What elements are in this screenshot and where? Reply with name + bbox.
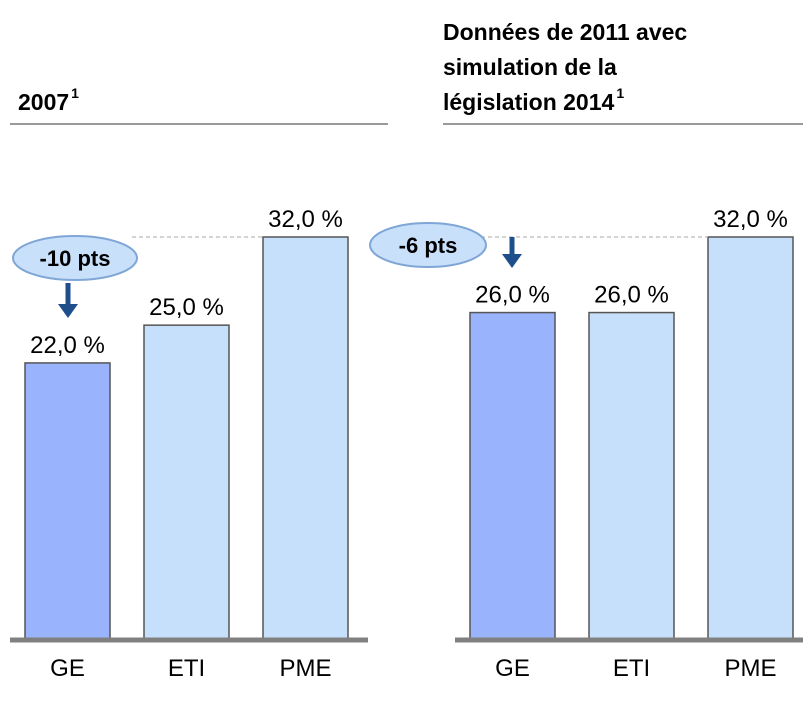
arrow-head [58, 304, 78, 318]
value-label: 26,0 % [594, 282, 669, 309]
x-tick-label: ETI [168, 655, 205, 682]
value-label: 26,0 % [475, 282, 550, 309]
bar [469, 311, 556, 641]
x-tick-label: GE [50, 655, 85, 682]
chart-title: simulation de la [443, 54, 617, 80]
x-tick-label: ETI [613, 655, 650, 682]
x-tick-label: PME [279, 655, 331, 682]
title-superscript: 1 [616, 85, 624, 101]
chart-title: Données de 2011 avec [443, 19, 687, 45]
chart-title: 2007 [18, 89, 69, 115]
bar [707, 236, 794, 641]
chart-title: législation 2014 [443, 89, 615, 115]
bar [262, 236, 349, 641]
x-tick-label: GE [495, 655, 530, 682]
value-label: 32,0 % [268, 206, 343, 233]
bar [588, 311, 675, 641]
title-superscript: 1 [71, 85, 79, 101]
bar [143, 324, 230, 641]
value-label: 22,0 % [30, 332, 105, 359]
annotation-bubble [12, 235, 138, 281]
annotation-bubble [369, 222, 487, 268]
bar [24, 362, 111, 641]
x-tick-label: PME [724, 655, 776, 682]
annotation: -10 pts [40, 246, 111, 271]
value-label: 25,0 % [149, 294, 224, 321]
arrow-head [502, 254, 522, 268]
value-label: 32,0 % [713, 206, 788, 233]
annotation: -6 pts [399, 233, 458, 258]
